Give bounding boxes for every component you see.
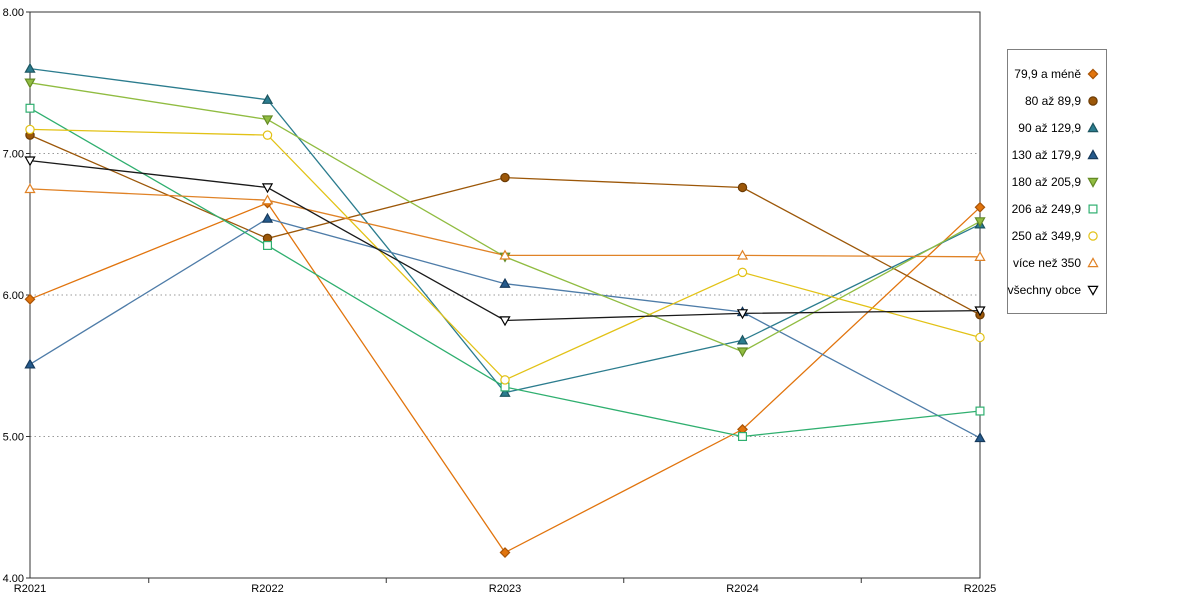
triangle-up-icon: [1087, 148, 1099, 161]
data-point: [975, 406, 985, 416]
triangle-down-icon: [1087, 284, 1099, 296]
series-line-7: [29, 188, 981, 258]
y-axis-tick-label: 7.00: [3, 149, 24, 161]
x-axis-tick-label: R2021: [14, 583, 46, 595]
chart-legend: 79,9 a méně 80 až 89,9 90 až 129,9 130 a…: [1007, 49, 1107, 314]
data-point: [736, 249, 749, 260]
legend-item: 90 až 129,9: [1012, 114, 1099, 141]
series-line-8: [29, 159, 981, 322]
data-point: [737, 267, 748, 278]
data-point: [737, 431, 748, 442]
legend-item: všechny obce: [1008, 276, 1099, 303]
y-axis-tick-label: 8.00: [3, 7, 24, 19]
data-point: [24, 78, 36, 89]
data-point: [499, 249, 511, 260]
legend-label: 250 až 349,9: [1011, 228, 1081, 243]
data-point: [1087, 68, 1099, 79]
data-point: [261, 115, 274, 126]
legend-label: více než 350: [1012, 255, 1081, 270]
legend-item: 206 až 249,9: [1012, 195, 1099, 222]
data-point: [499, 277, 511, 288]
x-axis-tick-label: R2024: [726, 583, 758, 595]
data-point: [1087, 177, 1099, 188]
data-point: [24, 293, 36, 305]
legend-item: 80 až 89,9: [1012, 87, 1099, 114]
diamond-icon: [1087, 68, 1099, 80]
data-point: [974, 250, 986, 261]
data-point: [1087, 256, 1099, 267]
triangle-up-icon: [1087, 121, 1099, 134]
data-point: [25, 124, 35, 135]
data-point: [500, 375, 510, 385]
data-point: [24, 358, 36, 369]
circle-icon: [1087, 95, 1099, 107]
square-icon: [1087, 203, 1099, 215]
data-point: [974, 306, 986, 317]
data-point: [24, 183, 36, 194]
circle-icon: [1087, 230, 1099, 242]
legend-label: 206 až 249,9: [1011, 201, 1081, 216]
data-point: [499, 386, 511, 397]
legend-label: 130 až 179,9: [1011, 147, 1081, 162]
y-axis-tick-label: 6.00: [3, 290, 24, 302]
data-point: [24, 62, 36, 73]
data-point: [1088, 203, 1098, 214]
legend-item: 180 až 205,9: [1012, 168, 1099, 195]
data-point: [1088, 95, 1098, 106]
data-point: [262, 130, 273, 140]
legend-label: 79,9 a méně: [1014, 66, 1081, 81]
data-point: [262, 240, 273, 250]
data-point: [736, 347, 749, 358]
data-point: [1087, 121, 1099, 132]
data-point: [974, 201, 986, 213]
data-point: [736, 334, 749, 345]
data-point: [24, 156, 36, 167]
legend-label: 80 až 89,9: [1024, 93, 1081, 108]
plot-border: [29, 11, 981, 579]
legend-item: více než 350: [1012, 249, 1099, 276]
data-point: [737, 182, 748, 193]
data-point: [500, 172, 510, 183]
triangle-up-icon: [1087, 256, 1099, 269]
series-line-4: [29, 82, 981, 353]
data-point: [736, 309, 749, 320]
data-point: [261, 194, 274, 205]
y-axis-tick-label: 5.00: [3, 432, 24, 444]
legend-label: 90 až 129,9: [1018, 120, 1081, 135]
legend-label: 180 až 205,9: [1011, 174, 1081, 189]
data-point: [25, 103, 35, 113]
y-axis-tick-label: 4.00: [3, 573, 24, 585]
x-axis-tick-label: R2023: [489, 583, 521, 595]
data-point: [974, 217, 986, 228]
data-point: [975, 332, 985, 343]
data-point: [499, 547, 511, 558]
data-point: [261, 183, 274, 194]
legend-label: všechny obce: [1007, 282, 1081, 297]
data-point: [261, 212, 274, 223]
data-point: [1087, 148, 1099, 159]
x-axis-tick-label: R2025: [964, 583, 996, 595]
triangle-down-icon: [1087, 176, 1099, 188]
x-axis-tick-label: R2022: [251, 583, 283, 595]
series-line-2: [29, 67, 981, 394]
data-point: [1087, 285, 1099, 296]
legend-item: 250 až 349,9: [1012, 222, 1099, 249]
data-point: [499, 316, 511, 327]
data-point: [974, 432, 986, 443]
legend-item: 130 až 179,9: [1012, 141, 1099, 168]
data-point: [261, 93, 274, 104]
legend-item: 79,9 a méně: [1012, 60, 1099, 87]
data-point: [1088, 230, 1098, 241]
